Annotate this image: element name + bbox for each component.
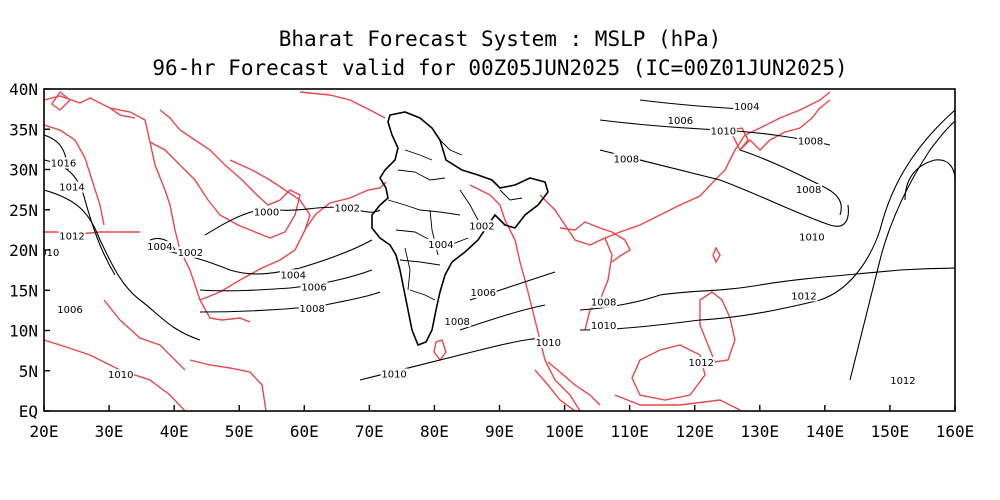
contour-label: 1008 [299, 304, 324, 315]
contour-label: 1016 [51, 158, 76, 169]
x-tick-label: 30E [95, 422, 124, 441]
y-tick-label: EQ [19, 402, 38, 421]
x-tick-label: 160E [936, 422, 975, 441]
contour-label-bg [709, 125, 737, 137]
contour-label-bg [56, 303, 84, 315]
y-tick-label: 10N [9, 322, 38, 341]
contour-label: 1008 [796, 185, 821, 196]
x-axis: 20E 30E 40E 50E 60E 70E 80E 90E 100E 110E 120E 130E… [30, 405, 975, 441]
contour-label: 1008 [591, 298, 616, 309]
contour-label: 1004 [147, 242, 172, 253]
contour-label-bg [58, 181, 86, 193]
contour-label: 1006 [57, 305, 82, 316]
y-tick-label: 35N [9, 120, 38, 139]
contour-label: 1004 [428, 240, 453, 251]
contour-label-bg [427, 238, 455, 250]
contour-label-bg [666, 114, 694, 126]
contour-label: 1010 [381, 369, 406, 380]
contour-label-bg [380, 368, 408, 380]
contour-label: 1010 [536, 338, 561, 349]
contour-label-bg [469, 287, 497, 299]
contour-label: 1002 [178, 248, 203, 259]
contour-label: 1010 [711, 126, 736, 137]
contour-label: 1012 [890, 376, 915, 387]
x-tick-label: 60E [290, 422, 319, 441]
title-line-2: 96-hr Forecast valid for 00Z05JUN2025 (I… [152, 56, 847, 80]
contour-label: 1008 [444, 317, 469, 328]
x-tick-label: 150E [871, 422, 910, 441]
contour-label: 1004 [734, 102, 759, 113]
contour-label-bg [298, 303, 326, 315]
contour-label: 1014 [59, 183, 84, 194]
contour-label: 1010 [108, 370, 133, 381]
contour-label-bg [790, 290, 818, 302]
contour-label: 1004 [280, 270, 305, 281]
contour-label-bg [443, 316, 471, 328]
x-tick-label: 130E [741, 422, 780, 441]
x-tick-label: 20E [30, 422, 59, 441]
contour-label-bg [50, 157, 77, 169]
contour-label-bg [44, 246, 61, 258]
contour-label-bg [300, 281, 328, 293]
contour-label-bg [687, 357, 715, 369]
contour-label-bg [107, 369, 135, 381]
contour-labels: 1004100610101008100810081010101210081010… [40, 101, 917, 387]
y-tick-label: 15N [9, 281, 38, 300]
contour-label: 1002 [469, 221, 494, 232]
contour-label-bg [889, 374, 917, 386]
contour-label-bg [146, 241, 174, 253]
x-tick-label: 110E [610, 422, 649, 441]
x-tick-label: 120E [675, 422, 714, 441]
contour-label-bg [795, 184, 822, 196]
contour-label: 1010 [799, 233, 824, 244]
x-tick-label: 40E [160, 422, 189, 441]
contour-label-bg [534, 336, 562, 348]
contour-label-bg [253, 206, 280, 218]
contour-label-bg [590, 296, 618, 308]
contour-label: 010 [40, 248, 59, 259]
contour-label: 1008 [798, 137, 823, 148]
contour-label: 1000 [254, 208, 279, 219]
y-tick-label: 30N [9, 161, 38, 180]
y-tick-label: 20N [9, 241, 38, 260]
contour-label: 1006 [471, 288, 496, 299]
contour-label: 1010 [591, 321, 616, 332]
x-tick-label: 70E [355, 422, 384, 441]
y-tick-label: 40N [9, 80, 38, 99]
contour-label: 1006 [301, 282, 326, 293]
contour-label: 1002 [335, 204, 360, 215]
coastlines [44, 90, 831, 411]
contour-label-bg [333, 202, 361, 214]
contour-label: 1008 [614, 154, 639, 165]
contour-label-bg [468, 220, 496, 232]
x-tick-label: 80E [420, 422, 449, 441]
title-line-1: Bharat Forecast System : MSLP (hPa) [279, 27, 722, 51]
contour-label-bg [177, 246, 204, 258]
contour-label: 1006 [668, 116, 693, 127]
contour-label: 1012 [688, 358, 713, 369]
y-tick-label: 5N [19, 362, 38, 381]
contour-label: 1012 [59, 232, 84, 243]
x-tick-label: 50E [225, 422, 254, 441]
contour-label-bg [279, 269, 307, 281]
y-tick-label: 25N [9, 201, 38, 220]
x-tick-label: 100E [545, 422, 584, 441]
contour-label-bg [58, 230, 86, 242]
map-content: 1004100610101008100810081010101210081010… [40, 90, 955, 411]
contour-label-bg [798, 231, 826, 243]
contour-label-bg [590, 320, 618, 332]
y-axis: EQ 5N 10N 15N 20N 25N 30N 35N 40N [9, 80, 50, 421]
x-tick-label: 90E [485, 422, 514, 441]
contour-label-bg [612, 153, 640, 165]
contour-label-bg [733, 101, 761, 113]
india-boundary [371, 111, 549, 347]
x-tick-label: 140E [806, 422, 845, 441]
contour-label: 1012 [791, 291, 816, 302]
contour-label-bg [797, 135, 824, 147]
